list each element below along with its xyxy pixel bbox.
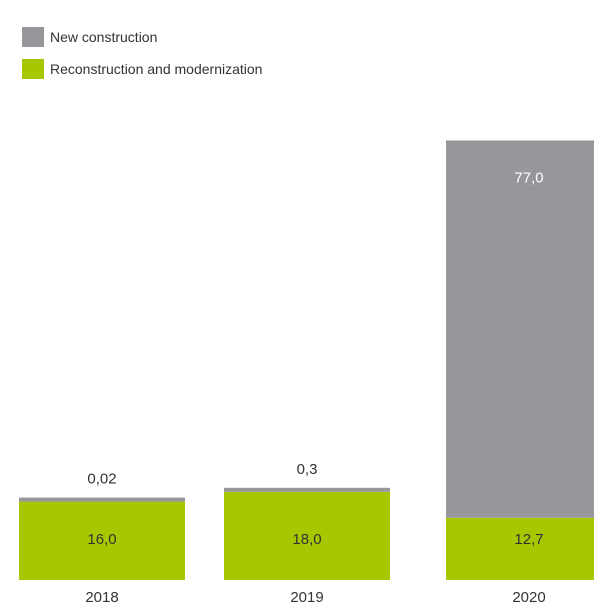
- legend-item-new-construction: New construction: [22, 26, 262, 48]
- bar-new-construction-2020: [446, 140, 594, 518]
- x-tick-label-2018: 2018: [85, 589, 118, 606]
- legend-swatch-new-construction: [22, 27, 44, 47]
- x-tick-label-2019: 2019: [290, 589, 323, 606]
- legend-item-reconstruction: Reconstruction and modernization: [22, 58, 262, 80]
- legend: New construction Reconstruction and mode…: [22, 26, 262, 90]
- bar-new-construction-2019: [224, 487, 390, 492]
- data-label-new-construction-2020: 77,0: [514, 169, 543, 186]
- data-label-reconstruction-2020: 12,7: [514, 531, 543, 548]
- legend-label-new-construction: New construction: [50, 29, 158, 45]
- legend-swatch-reconstruction: [22, 59, 44, 79]
- bar-new-construction-2018: [19, 497, 185, 502]
- bar-reconstruction-2018: [19, 501, 185, 580]
- data-label-new-construction-2019: 0,3: [297, 461, 318, 478]
- data-label-reconstruction-2019: 18,0: [292, 531, 321, 548]
- bar-reconstruction-2019: [224, 491, 390, 580]
- bar-reconstruction-2020: [446, 517, 594, 580]
- x-tick-label-2020: 2020: [512, 589, 545, 606]
- data-label-new-construction-2018: 0,02: [87, 471, 116, 488]
- legend-label-reconstruction: Reconstruction and modernization: [50, 61, 263, 77]
- data-label-reconstruction-2018: 16,0: [87, 531, 116, 548]
